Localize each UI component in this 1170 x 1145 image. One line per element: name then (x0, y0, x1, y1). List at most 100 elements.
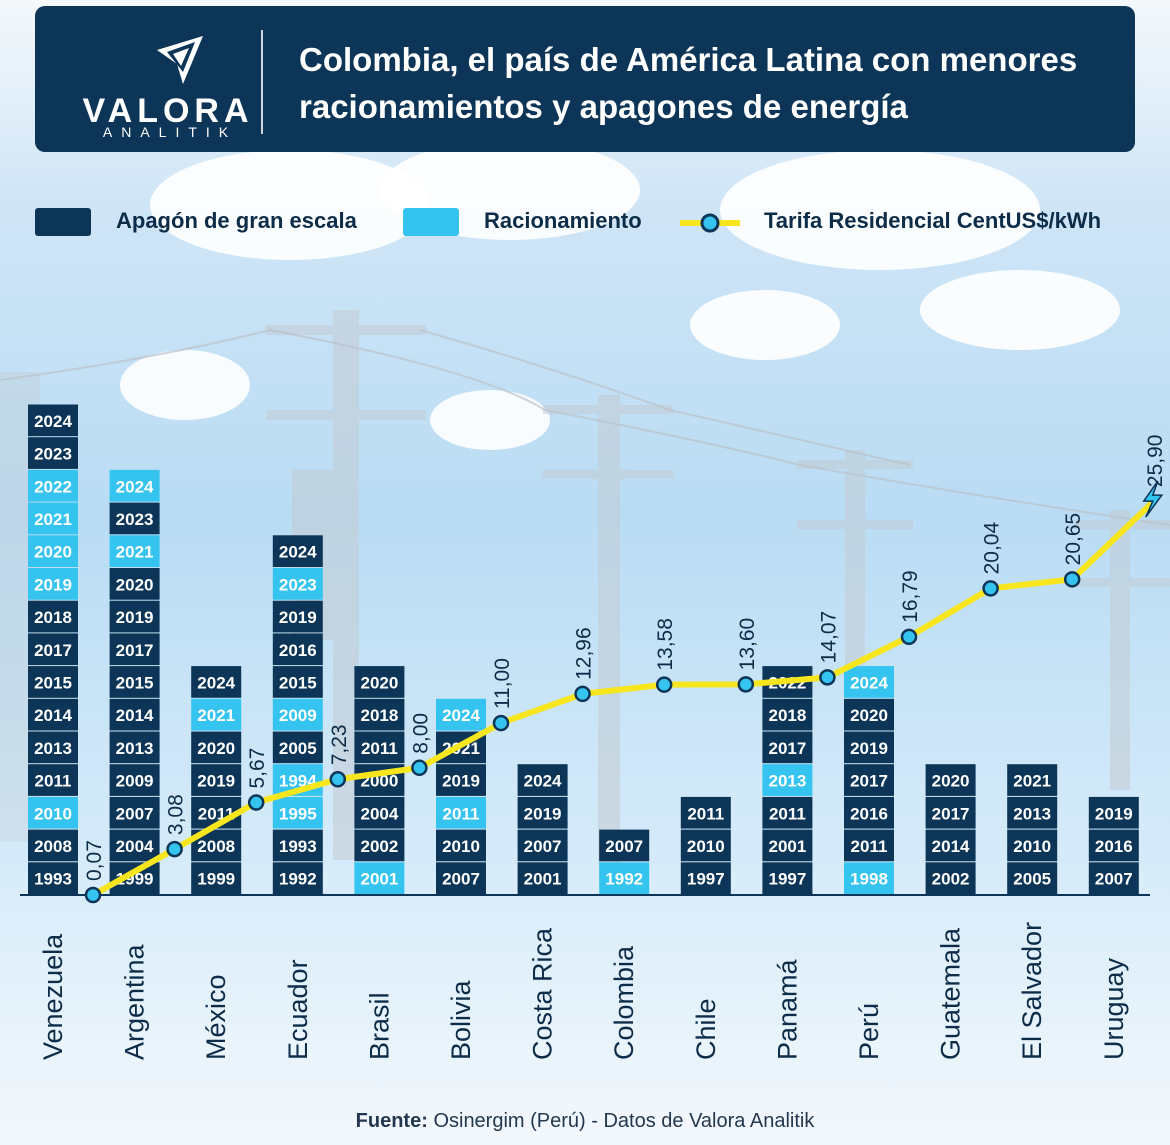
bar-year-label: 2011 (769, 804, 806, 823)
bar-segment (762, 764, 813, 796)
bar-segment (762, 829, 813, 862)
bar-year-label: 2017 (768, 739, 806, 758)
bar-year-label: 2021 (116, 543, 154, 562)
bar-year-label: 1999 (197, 870, 235, 889)
bar-segment (517, 829, 568, 862)
tariff-value-label: 13,58 (654, 618, 677, 671)
tariff-value-label: 14,07 (817, 611, 840, 664)
bar-segment (28, 633, 78, 666)
legend-swatch-apagon (35, 208, 91, 236)
bar-year-label: 2020 (34, 543, 72, 562)
bar-segment (272, 796, 323, 829)
bar-segment (109, 829, 160, 862)
bar-year-label: 2019 (116, 608, 154, 627)
bar-segment (109, 796, 160, 829)
bar-segment (1088, 862, 1139, 894)
bar-year-label: 2024 (279, 543, 317, 562)
bar-year-label: 1992 (279, 870, 317, 889)
x-category-label: Chile (691, 998, 721, 1060)
bar-segment (517, 862, 568, 894)
bar-segment (28, 437, 78, 469)
bar-segment (844, 796, 894, 829)
bar-year-label: 2021 (1013, 772, 1051, 791)
bar-year-label: 2013 (116, 739, 154, 758)
bar-segment (272, 829, 323, 862)
x-axis-labels: Venezuela Argentina México Ecuador Brasil Bol… (38, 922, 1129, 1060)
bar-year-label: 2002 (932, 870, 970, 889)
bar-segment (436, 698, 486, 731)
bar-year-label: 2021 (34, 510, 72, 529)
bar-segment (844, 731, 894, 764)
bar-year-label: 2011 (35, 772, 72, 791)
cloud (690, 290, 840, 360)
bar-segment (28, 568, 78, 600)
header-banner: VALORA ANALITIK Colombia, el país de Amé… (35, 6, 1135, 152)
source-label: Fuente: (355, 1110, 428, 1132)
x-category-label: Argentina (120, 943, 150, 1060)
x-category-label: Brasil (364, 992, 394, 1060)
bar-segment (354, 862, 405, 894)
bar-year-label: 2005 (1013, 870, 1051, 889)
valora-logo-icon (157, 36, 203, 84)
bar-segment (436, 796, 486, 829)
bar-segment (844, 666, 894, 698)
bar-year-label: 2010 (442, 837, 480, 856)
tariff-value-label: 3,08 (165, 794, 188, 835)
bar-year-label: 2008 (34, 837, 72, 856)
bar-segment (28, 796, 78, 829)
bar-segment (272, 666, 323, 698)
bar-segment (1007, 796, 1058, 829)
bar-segment (925, 796, 976, 829)
bar-year-label: 2017 (850, 772, 888, 791)
legend-line-tarifa-icon (680, 213, 740, 233)
tariff-value-label: 13,60 (736, 618, 759, 671)
bar-segment (844, 829, 894, 862)
x-category-label: Venezuela (38, 933, 68, 1060)
chart-legend: Apagón de gran escala Racionamiento Tari… (0, 200, 1170, 250)
x-category-label: Bolivia (446, 979, 476, 1060)
bar-year-label: 2015 (279, 673, 317, 692)
bar-segment (28, 862, 78, 894)
bar-year-label: 2017 (34, 641, 72, 660)
tariff-point (329, 771, 347, 788)
tariff-value-label: 16,79 (899, 570, 922, 623)
bar-year-label: 2011 (361, 739, 398, 758)
bar-year-label: 2002 (360, 837, 398, 856)
x-category-label: El Salvador (1017, 922, 1047, 1060)
bar-year-label: 2011 (443, 804, 480, 823)
bar-segment (191, 666, 242, 698)
bar-segment (191, 764, 242, 796)
bar-segment (272, 568, 323, 600)
cloud (150, 150, 430, 260)
utility-poles-decoration (0, 310, 1170, 865)
bar-year-label: 2011 (687, 804, 724, 823)
tariff-point (84, 886, 102, 904)
bar-year-label: 2011 (851, 837, 888, 856)
tariff-point (166, 840, 183, 858)
bar-segment (844, 862, 894, 894)
bar-year-label: 2016 (1095, 837, 1133, 856)
legend-label-apagon: Apagón de gran escala (116, 208, 357, 233)
bar-year-label: 1997 (768, 870, 806, 889)
tariff-value-label: 0,07 (83, 840, 106, 881)
cloud (120, 350, 250, 420)
bar-year-label: 2023 (116, 510, 154, 529)
bar-year-label: 2004 (116, 837, 154, 856)
bar-year-label: 2013 (768, 772, 806, 791)
tariff-point (492, 714, 510, 732)
bar-year-label: 2020 (116, 575, 154, 594)
bar-year-label: 1995 (279, 804, 317, 823)
bar-year-label: 2019 (524, 804, 562, 823)
bar-year-label: 2014 (116, 706, 154, 725)
bar-segment (272, 600, 323, 633)
x-category-label: Guatemala (936, 927, 966, 1060)
bar-year-label: 2014 (932, 837, 970, 856)
tariff-value-label: 20,04 (981, 522, 1004, 575)
bar-segment (28, 404, 78, 437)
tariff-point (982, 580, 999, 597)
bar-segment (599, 862, 650, 894)
bar-segment (109, 568, 160, 600)
tariff-point (900, 628, 918, 646)
bar-segment (517, 764, 568, 796)
bar-year-label: 2016 (279, 641, 317, 660)
